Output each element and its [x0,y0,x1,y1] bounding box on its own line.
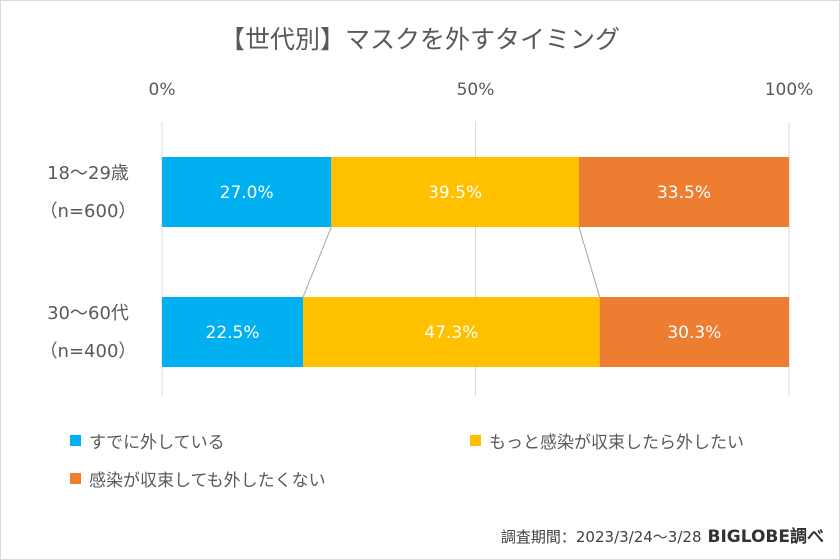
legend-label-already: すでに外している [89,433,225,453]
legend-item-already: すでに外している [70,428,225,453]
bar-segment-0-1 [331,157,579,227]
bar-segment-1-1 [303,297,600,367]
x-tick-label-2: 100% [765,80,814,100]
bar-segment-0-2 [578,157,789,227]
legend-item-later: もっと感染が収束したら外したい [470,428,744,453]
chart-title: 【世代別】マスクを外すタイミング [219,25,620,54]
legend-label-never: 感染が収束しても外したくない [89,471,326,491]
bar-segment-0-0 [162,157,332,227]
legend-item-never: 感染が収束しても外したくない [70,466,326,491]
data-label-0-2: 33.5% [657,183,711,203]
data-label-1-1: 47.3% [424,323,478,343]
category-sub-label-0: （n=600） [40,201,137,222]
data-label-1-2: 30.3% [667,323,721,343]
legend-swatch-already [70,435,81,446]
x-tick-label-1: 50% [457,80,495,100]
data-label-1-0: 22.5% [206,323,260,343]
chart-plot: 0% 50% 100% 27.0% 39.5% 33.5% 18〜29歳 （n=600） 22.… [40,80,814,396]
series-line-2 [578,226,601,298]
legend-swatch-never [70,473,81,484]
brand-credit: BIGLOBE調べ [707,527,825,547]
category-sub-label-1: （n=400） [40,341,137,362]
source-note: 調査期間：2023/3/24〜3/28 BIGLOBE調べ [501,522,824,547]
legend-swatch-later [470,435,481,446]
category-label-0: 18〜29歳 [47,163,129,184]
chart-legend: すでに外している もっと感染が収束したら外したい 感染が収束しても外したくない [70,428,810,498]
data-label-0-1: 39.5% [428,183,482,203]
legend-label-later: もっと感染が収束したら外したい [489,433,744,453]
category-label-1: 30〜60代 [47,303,129,324]
bar-segment-1-0 [162,297,304,367]
x-tick-label-0: 0% [149,80,176,100]
data-label-0-0: 27.0% [220,183,274,203]
survey-period: 調査期間：2023/3/24〜3/28 [500,528,702,546]
bar-segment-1-2 [599,297,789,367]
series-line-1 [302,226,332,298]
